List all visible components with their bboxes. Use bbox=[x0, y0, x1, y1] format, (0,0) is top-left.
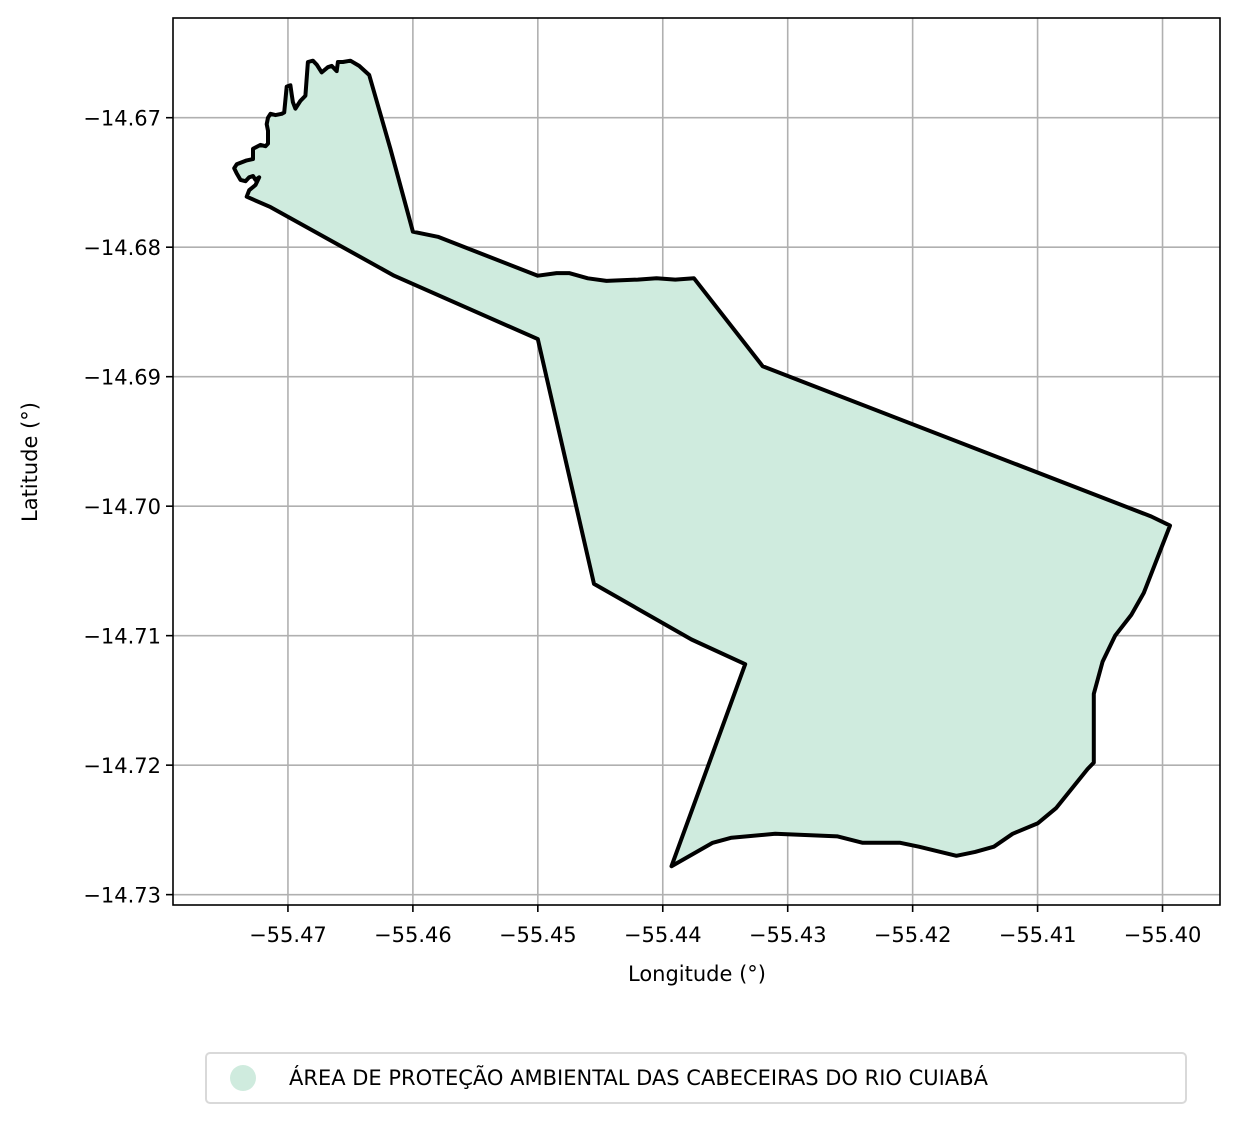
x-tick-label: −55.40 bbox=[1124, 923, 1202, 947]
x-tick-label: −55.43 bbox=[749, 923, 827, 947]
y-tick-label: −14.71 bbox=[83, 625, 161, 649]
legend-label: ÁREA DE PROTEÇÃO AMBIENTAL DAS CABECEIRA… bbox=[289, 1066, 988, 1090]
plot-frame bbox=[172, 17, 1221, 906]
x-tick-label: −55.46 bbox=[374, 923, 452, 947]
x-tick-label: −55.42 bbox=[874, 923, 952, 947]
y-tick-label: −14.67 bbox=[83, 107, 161, 131]
x-tick-label: −55.47 bbox=[249, 923, 327, 947]
tick-layer: −55.47 −55.46 −55.45 −55.44 −55.43 −55.42 −55.… bbox=[83, 107, 1201, 947]
y-tick-label: −14.68 bbox=[83, 236, 161, 260]
y-tick-label: −14.70 bbox=[83, 495, 161, 519]
legend: ÁREA DE PROTEÇÃO AMBIENTAL DAS CABECEIRA… bbox=[205, 1052, 1187, 1104]
y-tick-label: −14.73 bbox=[83, 884, 161, 908]
polygon-layer bbox=[232, 58, 1172, 869]
y-tick-label: −14.69 bbox=[83, 366, 161, 390]
y-tick-label: −14.72 bbox=[83, 754, 161, 778]
x-tick-label: −55.44 bbox=[624, 923, 702, 947]
protected-area-polygon bbox=[232, 58, 1172, 869]
x-tick-label: −55.45 bbox=[499, 923, 577, 947]
y-axis-title: Latitude (°) bbox=[18, 402, 42, 522]
x-tick-label: −55.41 bbox=[999, 923, 1077, 947]
x-axis-title: Longitude (°) bbox=[628, 962, 766, 986]
legend-marker-icon bbox=[230, 1065, 256, 1091]
